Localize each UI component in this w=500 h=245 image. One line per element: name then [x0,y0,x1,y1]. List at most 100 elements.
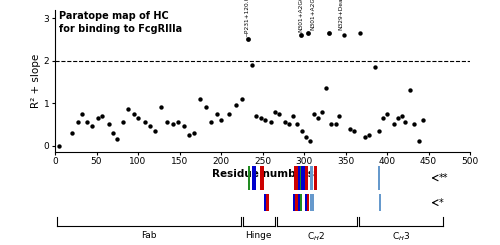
Point [226,112,234,116]
Bar [293,194,295,211]
Point [302,135,310,139]
Point [248,63,256,67]
Text: Hinge: Hinge [245,231,272,240]
Point [374,129,382,133]
Text: N329+Deam: N329+Deam [338,0,343,30]
Y-axis label: R² + slope: R² + slope [31,54,41,108]
Text: Paratope map of HC
for binding to FcgRIIIa: Paratope map of HC for binding to FcgRII… [59,11,182,34]
Bar [316,166,318,190]
Text: N301+A2G0F: N301+A2G0F [298,0,303,32]
Point [275,112,283,116]
Point [285,122,293,126]
Point [410,122,418,126]
Point [196,97,204,101]
Point [335,114,343,118]
Bar [298,166,300,190]
Point [304,31,312,35]
Point [298,129,306,133]
Point [394,116,402,120]
Bar [248,166,250,190]
Point [306,139,314,143]
Point [294,122,302,126]
Point [109,131,117,135]
Bar [296,194,298,211]
Bar [298,194,300,211]
Point [82,120,90,124]
Bar [260,166,262,190]
Point [186,133,194,137]
Point [314,116,322,120]
Bar [264,194,266,211]
Point [310,112,318,116]
Bar [296,166,298,190]
Point [157,105,165,109]
Point [360,135,368,139]
Point [332,122,340,126]
Point [364,133,372,137]
Point [390,122,398,126]
Point [296,33,304,37]
Text: **: ** [438,173,448,183]
Point [146,124,154,128]
Bar [306,166,308,190]
Bar [303,166,305,190]
Point [190,131,198,135]
X-axis label: Residue numbers: Residue numbers [212,169,314,179]
Point [78,112,86,116]
Point [414,139,422,143]
Point [318,110,326,114]
Bar [380,194,382,211]
Point [140,120,148,124]
Point [289,114,297,118]
Text: *: * [438,198,443,208]
Point [346,127,354,131]
Point [370,65,378,69]
Point [271,110,279,114]
Point [217,118,225,122]
Point [150,129,158,133]
Point [180,124,188,128]
Point [281,120,289,124]
Point [94,116,102,120]
Point [398,114,406,118]
Bar [310,194,312,211]
Text: ~P231+120.077: ~P231+120.077 [244,0,249,37]
Point [105,122,113,126]
Point [134,116,142,120]
Bar [312,166,314,190]
Point [124,108,132,111]
Point [238,97,246,101]
Point [207,120,215,124]
Point [267,120,275,124]
Bar [302,166,304,190]
Point [68,131,76,135]
Point [326,122,334,126]
Point [383,112,391,116]
Point [213,112,221,116]
Point [169,122,177,126]
Bar [312,194,314,211]
Point [402,120,409,124]
Bar [307,194,309,211]
Point [340,33,348,37]
Point [379,116,387,120]
Point [406,88,414,92]
Point [74,120,82,124]
Bar [304,194,306,211]
Point [130,112,138,116]
Point [322,86,330,90]
Point [356,31,364,35]
Text: N301+A2G1F: N301+A2G1F [310,0,316,30]
Point [202,105,210,109]
Point [232,103,240,107]
Point [257,116,265,120]
Bar [266,194,268,211]
Text: C$_{H}$3: C$_{H}$3 [392,231,410,243]
Point [252,114,260,118]
Point [325,31,333,35]
Bar [252,166,254,190]
Bar [314,166,316,190]
Point [55,144,63,147]
Bar [262,166,264,190]
Point [113,137,122,141]
